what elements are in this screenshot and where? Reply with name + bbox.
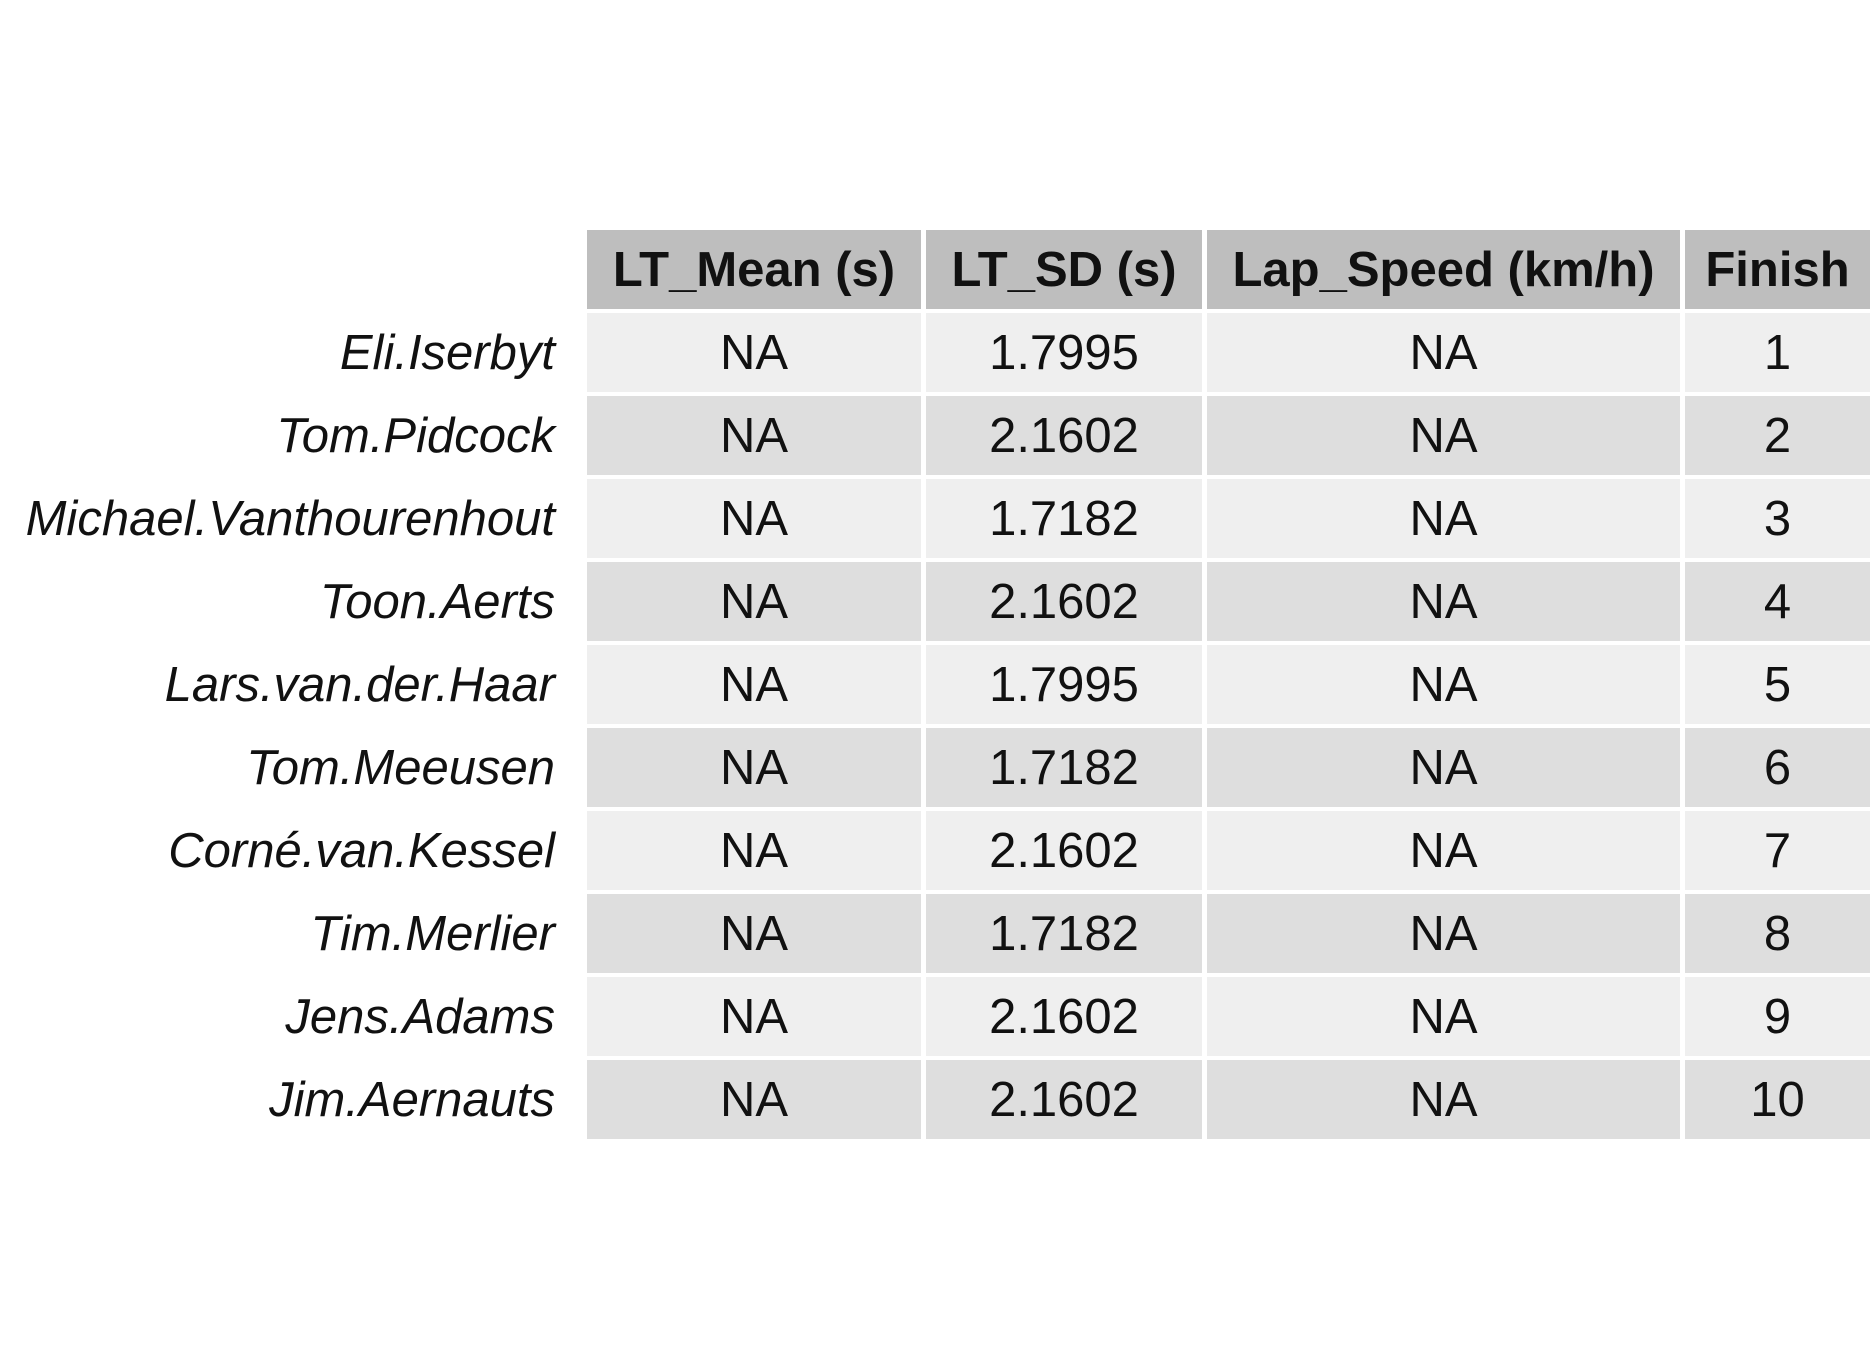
table-cell: 1.7182 [926,894,1202,973]
column-header: Finish [1685,230,1870,309]
row-label: Jens.Adams [285,989,555,1044]
table-cell: 5 [1685,645,1870,724]
table-cell: 6 [1685,728,1870,807]
row-label: Eli.Iserbyt [339,325,555,380]
table-cell: NA [587,562,921,641]
table-cell: NA [587,645,921,724]
table-cell: NA [1207,313,1680,392]
row-label: Tim.Merlier [310,906,555,961]
table-cell: NA [587,313,921,392]
table-cell: 1.7995 [926,313,1202,392]
table-cell: 10 [1685,1060,1870,1139]
table-cell: 2.1602 [926,1060,1202,1139]
table-cell: NA [1207,894,1680,973]
table-cell: 2.1602 [926,562,1202,641]
row-label: Tom.Meeusen [246,740,555,795]
table-cell: NA [1207,811,1680,890]
column-header: LT_SD (s) [926,230,1202,309]
table-cell: 1 [1685,313,1870,392]
table-cell: 9 [1685,977,1870,1056]
row-label: Lars.van.der.Haar [164,657,555,712]
table-cell: 1.7995 [926,645,1202,724]
table-cell: NA [587,894,921,973]
row-label: Corné.van.Kessel [168,823,555,878]
table-cell: NA [587,728,921,807]
table-cell: NA [1207,1060,1680,1139]
table-cell: NA [587,1060,921,1139]
table-cell: NA [1207,977,1680,1056]
table-cell: NA [587,396,921,475]
table-cell: 2.1602 [926,811,1202,890]
row-label: Tom.Pidcock [276,408,555,463]
table-cell: 4 [1685,562,1870,641]
column-header: LT_Mean (s) [587,230,921,309]
table-cell: 1.7182 [926,479,1202,558]
table-cell: NA [1207,562,1680,641]
table-cell: NA [1207,645,1680,724]
row-label: Michael.Vanthourenhout [25,491,555,546]
table-cell: 1.7182 [926,728,1202,807]
table-cell: 2.1602 [926,977,1202,1056]
table-cell: NA [587,811,921,890]
table-cell: NA [1207,728,1680,807]
table-cell: NA [1207,479,1680,558]
table-cell: 3 [1685,479,1870,558]
table-cell: 2 [1685,396,1870,475]
table-cell: NA [587,977,921,1056]
row-label: Jim.Aernauts [269,1072,555,1127]
table-cell: 2.1602 [926,396,1202,475]
table-cell: NA [587,479,921,558]
table-cell: 7 [1685,811,1870,890]
table-cell: NA [1207,396,1680,475]
table-cell: 8 [1685,894,1870,973]
column-header: Lap_Speed (km/h) [1207,230,1680,309]
row-label: Toon.Aerts [319,574,555,629]
